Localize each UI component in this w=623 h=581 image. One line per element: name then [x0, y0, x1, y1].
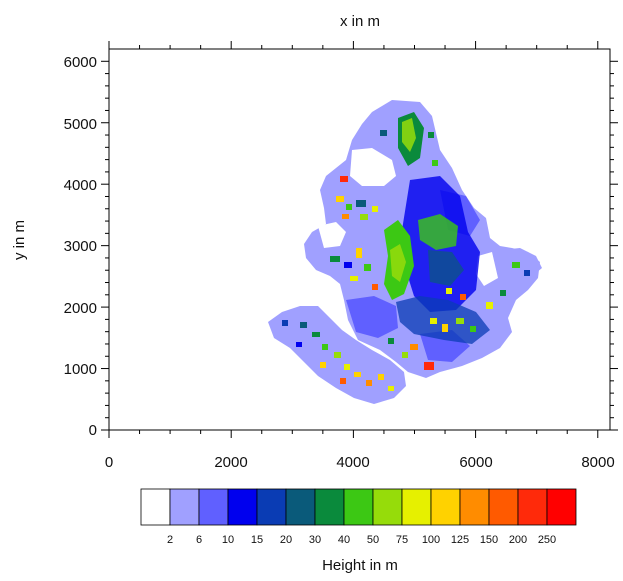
colorbar-swatch — [430, 488, 461, 526]
building-blocks — [282, 130, 530, 391]
colorbar-tick-labels: 2 6 10 15 20 30 40 50 75 100 125 150 200… — [167, 534, 556, 546]
zone-lightgreen-north — [402, 118, 416, 152]
y-tick-label: 0 — [89, 422, 97, 439]
x-tick-label: 8000 — [581, 454, 614, 471]
colorbar-tick-label: 2 — [167, 534, 173, 546]
frame-ticks — [101, 41, 618, 438]
colorbar-tick-label: 15 — [251, 534, 263, 546]
colorbar-tick-label: 6 — [196, 534, 202, 546]
colorbar-tick-label: 30 — [309, 534, 321, 546]
colorbar-swatch — [285, 488, 316, 526]
colorbar-tick-label: 200 — [509, 534, 527, 546]
colorbar-label: Height in m — [322, 557, 398, 574]
colorbar — [140, 488, 577, 526]
zone-medium-blue-1 — [346, 296, 398, 338]
colorbar-swatch — [459, 488, 490, 526]
colorbar-tick-label: 250 — [538, 534, 556, 546]
y-tick-labels: 0 1000 2000 3000 4000 5000 6000 — [64, 54, 97, 439]
colorbar-swatch — [256, 488, 287, 526]
colorbar-tick-label: 50 — [367, 534, 379, 546]
colorbar-swatch — [227, 488, 258, 526]
colorbar-swatch — [401, 488, 432, 526]
map-content — [268, 100, 542, 404]
x-tick-label: 2000 — [214, 454, 247, 471]
zone-dense-blue-south — [396, 296, 490, 344]
colorbar-swatch — [372, 488, 403, 526]
colorbar-tick-label: 40 — [338, 534, 350, 546]
colorbar-tick-label: 10 — [222, 534, 234, 546]
colorbar-swatch — [517, 488, 548, 526]
colorbar-swatch — [343, 488, 374, 526]
x-tick-label: 4000 — [336, 454, 369, 471]
y-tick-label: 3000 — [64, 238, 97, 255]
colorbar-tick-label: 75 — [396, 534, 408, 546]
zone-teal-mid — [428, 250, 464, 286]
colorbar-swatch — [198, 488, 229, 526]
east-pier-area — [500, 248, 542, 282]
water-basin-west — [318, 222, 346, 248]
x-tick-label: 0 — [105, 454, 113, 471]
colorbar-tick-label: 20 — [280, 534, 292, 546]
colorbar-swatch — [488, 488, 519, 526]
x-tick-label: 6000 — [459, 454, 492, 471]
water-basin-north — [350, 148, 396, 186]
water-basin-harbour — [476, 252, 498, 286]
colorbar-tick-label: 100 — [422, 534, 440, 546]
y-axis-label: y in m — [11, 220, 28, 260]
y-tick-label: 2000 — [64, 300, 97, 317]
colorbar-tick-label: 125 — [451, 534, 469, 546]
y-tick-label: 6000 — [64, 54, 97, 71]
y-tick-label: 5000 — [64, 116, 97, 133]
colorbar-swatch — [169, 488, 200, 526]
zone-green-east — [418, 214, 458, 250]
zone-lightgreen-central — [390, 244, 406, 282]
x-tick-labels: 0 2000 4000 6000 8000 — [105, 454, 615, 471]
colorbar-tick-label: 150 — [480, 534, 498, 546]
y-tick-label: 1000 — [64, 361, 97, 378]
colorbar-swatch — [546, 488, 577, 526]
colorbar-swatch — [314, 488, 345, 526]
plot-frame — [108, 48, 611, 431]
plot-title: x in m — [340, 13, 380, 30]
y-tick-label: 4000 — [64, 177, 97, 194]
colorbar-swatch — [140, 488, 171, 526]
